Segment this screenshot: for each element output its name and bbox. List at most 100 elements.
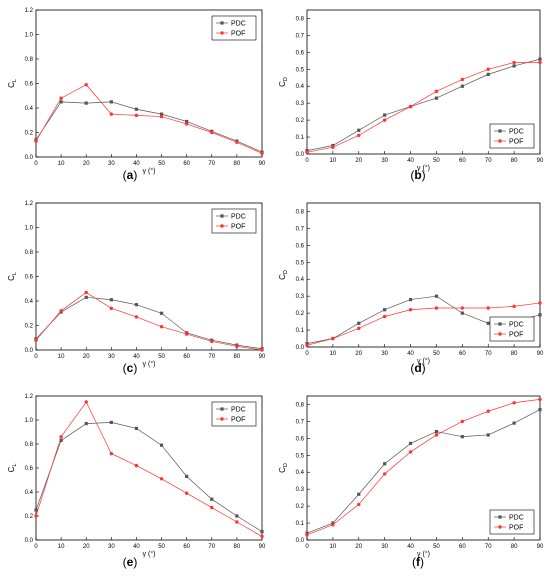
data-point-pof bbox=[434, 433, 439, 437]
y-tick-label: 0.6 bbox=[296, 436, 305, 442]
legend-label-pdc: PDC bbox=[231, 407, 246, 414]
x-tick-label: 10 bbox=[58, 544, 65, 550]
data-point-pdc bbox=[486, 321, 490, 325]
y-tick-label: 0.3 bbox=[296, 487, 305, 493]
data-point-pof bbox=[59, 309, 63, 313]
x-tick-label: 30 bbox=[108, 544, 115, 550]
data-point-pof bbox=[331, 336, 335, 341]
legend: PDC POF bbox=[211, 401, 257, 427]
series-line-pof bbox=[306, 399, 541, 536]
y-tick-label: 0.0 bbox=[296, 345, 305, 351]
x-tick-label: 90 bbox=[537, 544, 544, 550]
y-tick-label: 1.2 bbox=[25, 201, 34, 207]
data-point-pof bbox=[486, 67, 490, 71]
data-point-pdc bbox=[357, 492, 361, 496]
x-tick-label: 0 bbox=[34, 544, 38, 550]
y-tick-label: 0.2 bbox=[25, 324, 34, 330]
data-point-pdc bbox=[185, 119, 189, 124]
legend-box bbox=[211, 401, 257, 427]
data-point-pof bbox=[460, 306, 465, 310]
data-point-pof bbox=[109, 112, 114, 116]
series-line-pof bbox=[35, 84, 263, 154]
y-tick-label: 0.4 bbox=[296, 277, 305, 283]
y-tick-label: 0.6 bbox=[25, 275, 34, 281]
data-point-pof bbox=[84, 290, 88, 295]
panel-label: (a) bbox=[123, 168, 138, 182]
x-tick-label: 70 bbox=[485, 351, 492, 357]
x-tick-label: 80 bbox=[511, 158, 518, 164]
x-tick-label: 80 bbox=[234, 161, 241, 167]
y-tick-label: 0.0 bbox=[25, 538, 34, 544]
data-point-pof bbox=[305, 150, 309, 155]
x-tick-label: 0 bbox=[34, 161, 38, 167]
x-tick-label: 40 bbox=[407, 544, 414, 550]
data-point-pof bbox=[109, 451, 114, 456]
x-tick-label: 50 bbox=[433, 158, 440, 164]
y-tick-label: 0.8 bbox=[25, 442, 34, 448]
data-point-pdc bbox=[109, 298, 113, 302]
y-tick-label: 0.2 bbox=[296, 118, 305, 124]
x-tick-label: 40 bbox=[407, 351, 414, 357]
y-tick-label: 0.3 bbox=[296, 294, 305, 300]
data-point-pdc bbox=[84, 295, 88, 299]
legend: PDC POF bbox=[489, 509, 535, 535]
x-tick-label: 10 bbox=[330, 158, 337, 164]
y-tick-label: 0.5 bbox=[296, 453, 305, 459]
y-tick-label: 1.0 bbox=[25, 226, 34, 232]
data-point-pof bbox=[59, 96, 63, 100]
data-point-pof bbox=[159, 114, 164, 119]
x-tick-label: 60 bbox=[459, 351, 466, 357]
y-tick-label: 0.8 bbox=[296, 16, 305, 22]
data-point-pdc bbox=[159, 112, 164, 116]
legend-label-pof: POF bbox=[509, 332, 523, 339]
y-tick-label: 0.0 bbox=[25, 155, 34, 161]
data-point-pof bbox=[210, 130, 214, 135]
x-tick-label: 70 bbox=[208, 161, 215, 167]
legend-box bbox=[489, 123, 535, 149]
y-axis-label: CL bbox=[7, 464, 18, 473]
data-point-pdc bbox=[408, 441, 413, 446]
legend-swatch-marker bbox=[220, 214, 224, 218]
y-tick-label: 0.2 bbox=[296, 311, 305, 317]
data-point-pdc bbox=[260, 530, 264, 534]
x-tick-label: 10 bbox=[330, 544, 337, 550]
y-tick-label: 0.2 bbox=[25, 514, 34, 520]
data-point-pof bbox=[34, 338, 38, 342]
x-tick-label: 30 bbox=[108, 354, 115, 360]
legend-swatch-marker bbox=[498, 525, 502, 529]
data-point-pof bbox=[357, 502, 361, 507]
series-line-pof bbox=[306, 302, 541, 346]
x-axis-label: γ (°) bbox=[143, 550, 156, 558]
x-tick-label: 90 bbox=[537, 351, 544, 357]
x-tick-label: 10 bbox=[330, 351, 337, 357]
data-point-pof bbox=[486, 409, 490, 413]
y-tick-label: 0.6 bbox=[296, 243, 305, 249]
y-tick-label: 0.4 bbox=[25, 299, 34, 305]
data-point-pof bbox=[84, 400, 88, 404]
data-point-pof bbox=[460, 419, 465, 424]
x-tick-label: 90 bbox=[537, 158, 544, 164]
legend: PDC POF bbox=[211, 208, 257, 234]
x-tick-label: 60 bbox=[459, 544, 466, 550]
data-point-pof bbox=[134, 463, 139, 468]
data-point-pof bbox=[184, 332, 189, 336]
series-line-pdc bbox=[35, 422, 263, 532]
data-point-pof bbox=[260, 534, 264, 539]
data-point-pdc bbox=[383, 462, 387, 466]
legend-swatch-marker bbox=[498, 332, 502, 336]
data-point-pof bbox=[486, 306, 490, 310]
y-tick-label: 0.5 bbox=[296, 260, 305, 266]
x-tick-label: 10 bbox=[58, 354, 65, 360]
chart-panel-4: 0 10 20 30 40 50 60 70 80 90 0.0 0.1 0.2 0.3 0.4 0.5 0.6… bbox=[278, 202, 544, 375]
y-tick-label: 0.1 bbox=[296, 328, 305, 334]
data-point-pdc bbox=[134, 107, 139, 111]
series-line-pof bbox=[306, 62, 540, 153]
y-tick-label: 0.8 bbox=[25, 57, 34, 63]
legend-label-pdc: PDC bbox=[509, 515, 524, 522]
chart-panel-5: 0 10 20 30 40 50 60 70 80 90 0.0 0.2 0.4 0.6 0.8 1.0 1.2… bbox=[7, 394, 266, 569]
data-point-pof bbox=[408, 450, 413, 454]
legend-label-pof: POF bbox=[509, 525, 523, 532]
data-point-pdc bbox=[134, 426, 139, 430]
x-tick-label: 50 bbox=[433, 351, 440, 357]
y-tick-label: 1.0 bbox=[25, 418, 34, 424]
